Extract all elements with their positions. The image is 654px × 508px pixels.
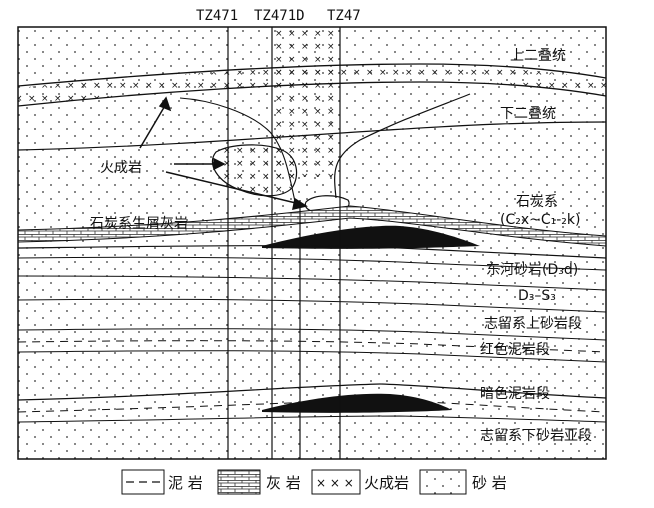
label-upper-permian: 上二叠统 (510, 48, 566, 64)
well-label-tz471d: TZ471D (254, 8, 305, 24)
legend: 泥 岩 灰 岩 × × × 火成岩 砂 岩 (121, 469, 507, 495)
well-label-tz471: TZ471 (196, 8, 238, 24)
label-d3-s3: D₃–S₃ (518, 288, 556, 304)
igneous-arrows (139, 96, 308, 210)
label-dark-mudstone: 暗色泥岩段 (480, 385, 550, 402)
legend-label-limestone: 灰 岩 (266, 474, 301, 492)
svg-text:× × ×: × × × (316, 476, 354, 490)
label-upper-sandstone: 志留系上砂岩段 (484, 316, 582, 332)
dark-lens-upper (262, 225, 480, 249)
dark-lens-lower (262, 393, 452, 413)
label-bioclastic-limestone: 石炭系生屑灰岩 (90, 216, 188, 232)
well-label-tz47: TZ47 (327, 8, 361, 24)
label-carboniferous-code: (C₂x~C₁-₂k) (500, 212, 581, 228)
label-lower-permian: 下二叠统 (500, 106, 556, 122)
igneous-band (18, 66, 606, 106)
legend-label-sandstone: 砂 岩 (472, 474, 507, 492)
label-lower-sandstone: 志留系下砂岩亚段 (480, 428, 592, 444)
legend-swatch-igneous (311, 469, 361, 495)
legend-swatch-sandstone (419, 469, 467, 495)
label-carboniferous: 石炭系 (516, 194, 558, 210)
section-body (18, 27, 606, 459)
legend-swatch-limestone (217, 469, 261, 495)
label-donghe-sandstone: 东河砂岩(D₃d) (486, 262, 578, 278)
label-red-mudstone: 红色泥岩段 (480, 341, 550, 358)
section-frame (17, 26, 607, 460)
label-igneous: 火成岩 (100, 160, 142, 176)
legend-label-igneous: 火成岩 (364, 474, 409, 492)
legend-label-mudstone: 泥 岩 (168, 474, 203, 492)
carboniferous-limestone (18, 205, 606, 247)
